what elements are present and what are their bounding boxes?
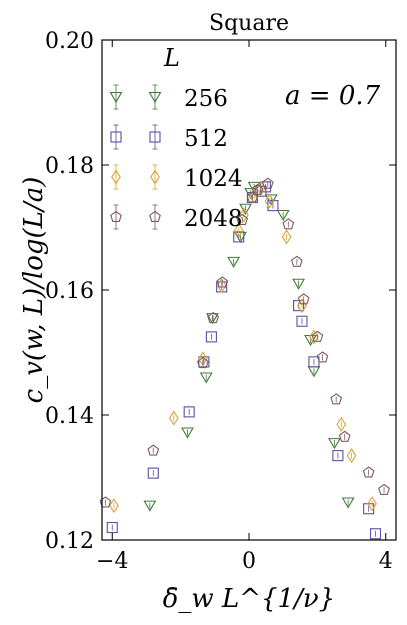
legend-entry-256: 256 bbox=[109, 84, 228, 112]
series-2048 bbox=[99, 177, 390, 508]
chart-title: Square bbox=[209, 11, 289, 36]
data-point bbox=[316, 351, 329, 363]
data-point bbox=[216, 278, 227, 294]
data-point bbox=[296, 315, 308, 327]
y-tick-label: 0.20 bbox=[45, 29, 94, 54]
data-point bbox=[309, 329, 319, 345]
data-point bbox=[378, 483, 390, 496]
legend-label: 256 bbox=[184, 86, 228, 112]
data-point bbox=[264, 194, 278, 206]
data-point bbox=[297, 293, 310, 305]
legend-label: 512 bbox=[184, 126, 228, 152]
data-point bbox=[261, 177, 274, 189]
data-point bbox=[330, 393, 343, 405]
x-tick-label: −4 bbox=[96, 549, 128, 574]
data-point bbox=[147, 467, 159, 479]
data-point bbox=[198, 356, 210, 368]
data-point bbox=[233, 223, 244, 239]
legend-marker bbox=[148, 91, 162, 104]
y-tick-label: 0.18 bbox=[45, 154, 94, 179]
data-point bbox=[227, 256, 241, 268]
data-point bbox=[336, 416, 347, 432]
legend-marker bbox=[110, 131, 122, 143]
data-point bbox=[205, 331, 217, 343]
data-point bbox=[293, 300, 305, 312]
legend-entry-512: 512 bbox=[110, 124, 228, 152]
data-point bbox=[251, 183, 264, 195]
data-point bbox=[328, 438, 341, 450]
data-point bbox=[239, 203, 253, 215]
data-point bbox=[216, 276, 229, 288]
legend-entry-2048: 2048 bbox=[110, 204, 243, 232]
data-point bbox=[99, 496, 112, 508]
data-point bbox=[292, 278, 306, 290]
data-point bbox=[276, 209, 290, 222]
legend-entry-1024: 1024 bbox=[111, 164, 243, 192]
data-point bbox=[362, 466, 375, 478]
data-point bbox=[181, 427, 194, 439]
data-point bbox=[338, 430, 351, 442]
data-point bbox=[196, 356, 209, 369]
legend-marker bbox=[110, 210, 122, 222]
data-point bbox=[168, 410, 179, 426]
data-point bbox=[239, 207, 249, 223]
y-axis-label: c_v(w, L)/log(L/a) bbox=[19, 177, 49, 404]
y-tick-label: 0.12 bbox=[45, 529, 94, 554]
data-point bbox=[290, 255, 303, 267]
data-point bbox=[332, 450, 344, 462]
x-axis-label: δ̄_w L^{1/ν} bbox=[163, 584, 335, 614]
legend-label: 2048 bbox=[184, 206, 243, 232]
series-1024 bbox=[109, 180, 377, 514]
axes: −4 0 4 0.12 0.14 0.16 0.18 0.20 bbox=[45, 29, 396, 574]
data-point bbox=[282, 218, 295, 230]
data-point bbox=[281, 229, 292, 245]
data-point bbox=[236, 213, 249, 225]
data-point bbox=[264, 193, 275, 209]
legend-marker bbox=[149, 210, 161, 222]
data-point bbox=[311, 330, 324, 342]
data-point bbox=[369, 528, 382, 540]
data-point bbox=[183, 406, 195, 418]
data-point bbox=[147, 444, 160, 456]
legend-label: 1024 bbox=[184, 166, 243, 192]
data-point bbox=[143, 500, 157, 512]
data-point bbox=[106, 521, 118, 534]
annotation-a-value: a = 0.7 bbox=[285, 81, 381, 111]
legend-marker bbox=[149, 131, 161, 143]
plot-area bbox=[99, 177, 390, 540]
data-point bbox=[199, 372, 213, 384]
data-point bbox=[346, 448, 357, 464]
legend-title: L bbox=[163, 44, 180, 72]
data-point bbox=[367, 496, 377, 512]
data-point bbox=[109, 498, 119, 514]
y-tick-label: 0.14 bbox=[45, 404, 94, 429]
data-point bbox=[207, 311, 219, 324]
legend-marker bbox=[150, 169, 160, 185]
series-256 bbox=[143, 181, 355, 512]
legend-marker bbox=[111, 169, 121, 185]
y-tick-label: 0.16 bbox=[45, 279, 94, 304]
plot-frame bbox=[101, 39, 397, 541]
data-point bbox=[246, 191, 259, 203]
series-512 bbox=[106, 181, 382, 540]
x-tick-label: 0 bbox=[242, 549, 256, 574]
x-tick-label: 4 bbox=[379, 549, 393, 574]
legend-marker bbox=[109, 91, 123, 104]
data-point bbox=[341, 497, 355, 509]
